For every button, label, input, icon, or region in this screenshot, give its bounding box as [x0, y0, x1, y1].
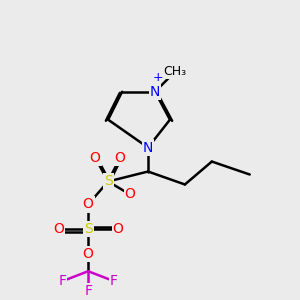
- Text: O: O: [83, 247, 94, 261]
- Text: S: S: [84, 222, 92, 236]
- Text: F: F: [58, 274, 66, 288]
- Text: +: +: [153, 71, 163, 84]
- Text: F: F: [84, 284, 92, 298]
- Text: O: O: [90, 151, 101, 165]
- Text: O: O: [113, 222, 124, 236]
- Text: N: N: [143, 141, 153, 154]
- Text: S: S: [104, 175, 112, 188]
- Text: O: O: [83, 197, 94, 212]
- Text: O: O: [115, 151, 125, 165]
- Text: N: N: [150, 85, 160, 99]
- Text: O: O: [124, 188, 136, 202]
- Text: CH₃: CH₃: [164, 65, 187, 78]
- Text: F: F: [110, 274, 118, 288]
- Text: O: O: [53, 222, 64, 236]
